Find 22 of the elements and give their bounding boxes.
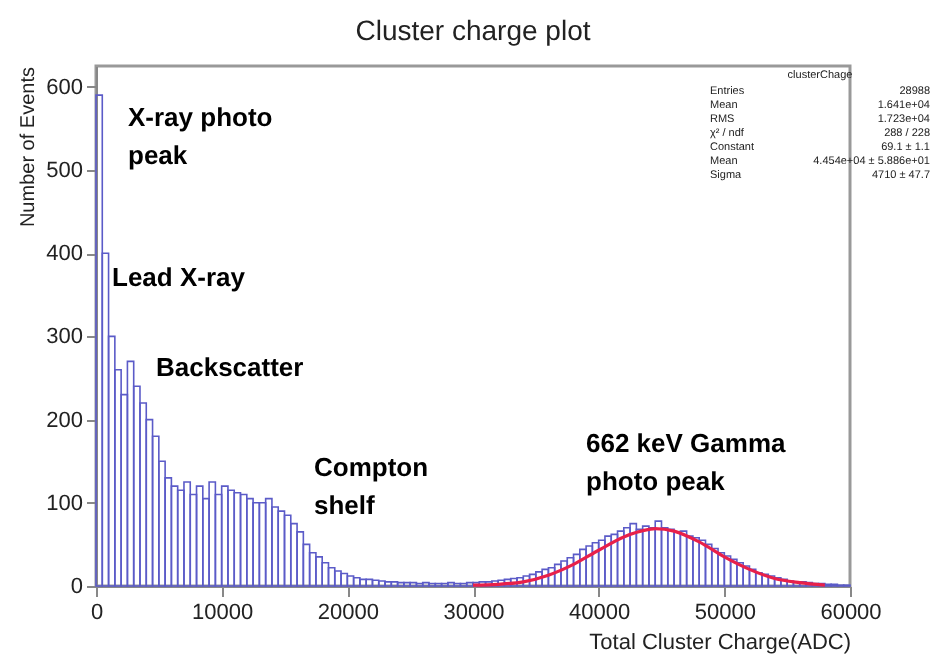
x-tick-label: 10000 xyxy=(192,601,254,625)
annotation: Backscatter xyxy=(156,352,304,382)
x-axis-title: Total Cluster Charge(ADC) xyxy=(589,631,851,654)
x-tick-label: 30000 xyxy=(443,601,505,625)
chart-title: Cluster charge plot xyxy=(355,14,591,46)
annotation: Lead X-ray xyxy=(112,262,247,292)
y-tick-label: 600 xyxy=(46,75,83,100)
x-tick-label: 40000 xyxy=(569,601,631,625)
x-tick-label: 20000 xyxy=(317,601,379,625)
y-tick-label: 300 xyxy=(46,325,83,350)
y-tick-label: 200 xyxy=(46,408,83,433)
annotation: 662 keV Gamma photo peak xyxy=(586,428,788,496)
y-axis-title: Number of Events xyxy=(18,67,41,228)
x-tick-label: 0 xyxy=(90,601,104,625)
y-tick-label: 100 xyxy=(46,491,83,516)
x-tick-label: 50000 xyxy=(694,601,756,625)
annotation: Compton shelf xyxy=(314,452,429,520)
y-tick-label: 0 xyxy=(70,575,83,599)
x-tick-label: 60000 xyxy=(820,601,882,625)
y-tick-label: 500 xyxy=(46,159,83,183)
annotation: X-ray photo peak xyxy=(128,102,273,170)
y-tick-label: 400 xyxy=(46,242,83,267)
